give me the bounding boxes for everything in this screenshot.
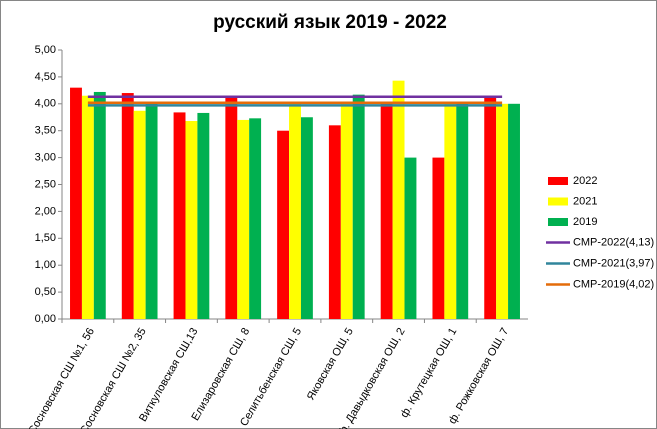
y-tick-label: 2,50 (35, 178, 56, 190)
legend-label: 2022 (573, 175, 597, 187)
y-tick-label: 1,50 (35, 232, 56, 244)
bar (456, 103, 469, 319)
legend-swatch (548, 197, 568, 206)
bar (508, 103, 520, 319)
y-tick-label: 5,00 (35, 44, 56, 56)
bar (133, 110, 146, 319)
bar (197, 112, 210, 319)
legend-label: 2021 (573, 195, 597, 207)
bar (237, 119, 250, 319)
legend-label: 2019 (573, 216, 597, 228)
bar (185, 121, 198, 320)
bar (444, 103, 457, 319)
bar (328, 125, 341, 319)
bar (225, 97, 238, 320)
bar (404, 157, 417, 319)
bar (145, 103, 158, 319)
bar (340, 103, 353, 319)
bar (300, 117, 313, 319)
bar (173, 112, 186, 320)
chart-title: русский язык 2019 - 2022 (213, 12, 447, 33)
bar (249, 118, 262, 320)
y-tick-label: 4,00 (35, 98, 56, 110)
bar (289, 103, 301, 319)
y-tick-label: 1,00 (35, 259, 56, 271)
bar (81, 95, 94, 319)
legend-swatch (548, 177, 568, 185)
bar (121, 93, 134, 319)
bar (380, 103, 393, 319)
legend-label: СМР-2022(4,13) (573, 236, 654, 248)
bar (484, 96, 497, 319)
bar (496, 103, 509, 319)
bar (392, 80, 405, 319)
y-tick-label: 3,00 (35, 152, 56, 164)
y-tick-label: 2,00 (35, 205, 56, 217)
bar (432, 157, 445, 319)
y-tick-label: 3,50 (35, 125, 56, 137)
y-tick-label: 0,00 (35, 313, 56, 325)
legend-label: СМР-2021(3,97) (573, 257, 654, 269)
bar (93, 91, 106, 320)
bar (352, 94, 365, 320)
legend-label: СМР-2019(4,02) (573, 278, 654, 290)
y-tick-label: 4,50 (35, 71, 56, 83)
bar (70, 87, 82, 319)
legend-swatch (548, 218, 568, 226)
bar (277, 130, 290, 319)
y-tick-label: 0,50 (35, 286, 56, 298)
